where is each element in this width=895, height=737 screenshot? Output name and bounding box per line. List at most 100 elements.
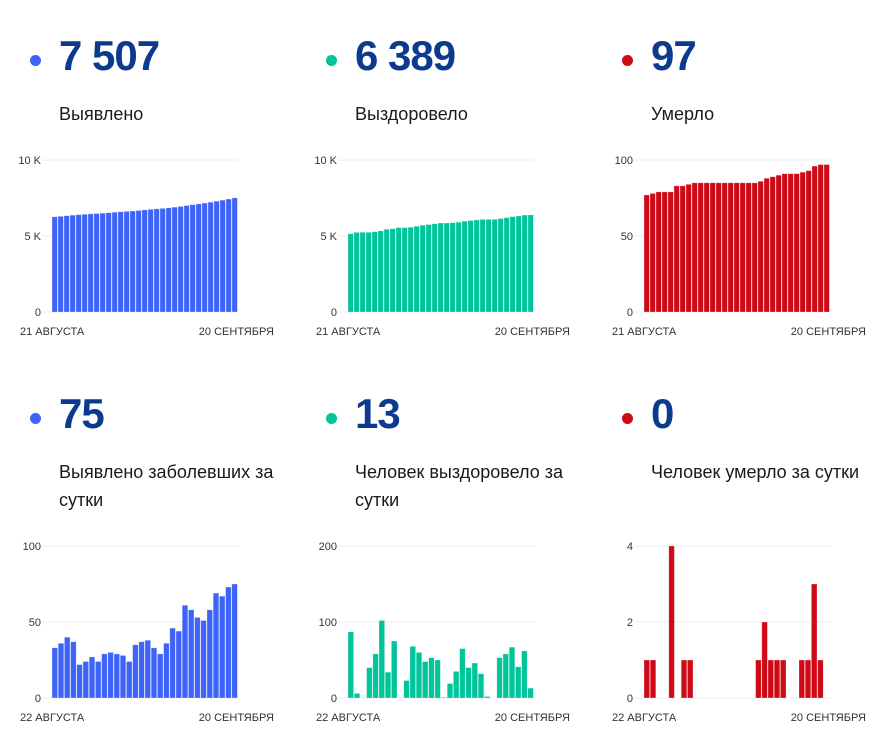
bar[interactable]	[479, 219, 486, 313]
bar[interactable]	[135, 210, 142, 313]
bar[interactable]	[643, 194, 650, 313]
bar[interactable]	[477, 673, 485, 699]
bar[interactable]	[817, 659, 824, 699]
bar[interactable]	[88, 656, 96, 699]
bar[interactable]	[213, 200, 220, 313]
bar[interactable]	[111, 211, 118, 313]
bar[interactable]	[144, 639, 151, 699]
bar[interactable]	[467, 220, 474, 313]
bar[interactable]	[113, 653, 120, 699]
bar[interactable]	[643, 659, 650, 699]
bar[interactable]	[147, 209, 154, 313]
bar[interactable]	[697, 182, 704, 313]
bar[interactable]	[673, 185, 680, 313]
bar[interactable]	[76, 664, 83, 699]
bar[interactable]	[371, 231, 378, 313]
bar[interactable]	[366, 667, 373, 699]
bar[interactable]	[823, 164, 830, 313]
bar[interactable]	[175, 630, 182, 699]
bar[interactable]	[751, 182, 758, 313]
bar[interactable]	[431, 223, 438, 313]
bar[interactable]	[799, 171, 806, 313]
bar[interactable]	[661, 191, 668, 313]
bar[interactable]	[57, 642, 65, 699]
bar[interactable]	[150, 647, 158, 699]
bar[interactable]	[93, 213, 100, 313]
bar[interactable]	[189, 204, 196, 313]
bar[interactable]	[787, 173, 794, 313]
bar[interactable]	[739, 182, 746, 313]
bar[interactable]	[372, 653, 379, 699]
bar[interactable]	[415, 652, 423, 699]
bar[interactable]	[775, 174, 782, 313]
bar[interactable]	[181, 604, 189, 699]
bar[interactable]	[773, 659, 781, 699]
bar[interactable]	[703, 182, 710, 313]
bar[interactable]	[521, 650, 528, 699]
bar[interactable]	[425, 224, 432, 313]
bar[interactable]	[440, 696, 447, 699]
bar[interactable]	[141, 209, 148, 313]
bar[interactable]	[805, 170, 812, 313]
bar[interactable]	[685, 184, 692, 313]
bar[interactable]	[443, 222, 450, 313]
bar[interactable]	[378, 620, 385, 699]
bar[interactable]	[655, 191, 662, 313]
bar[interactable]	[153, 208, 160, 313]
bar[interactable]	[459, 648, 466, 699]
bar[interactable]	[687, 659, 694, 699]
bar[interactable]	[649, 193, 656, 313]
bar[interactable]	[485, 219, 492, 313]
bar[interactable]	[384, 671, 392, 699]
bar[interactable]	[745, 182, 752, 313]
bar[interactable]	[755, 659, 762, 699]
bar[interactable]	[413, 225, 420, 313]
bar[interactable]	[691, 182, 698, 313]
bar[interactable]	[407, 226, 414, 313]
bar[interactable]	[484, 696, 491, 699]
bar[interactable]	[157, 653, 164, 699]
bar[interactable]	[419, 224, 426, 313]
bar[interactable]	[709, 182, 716, 313]
bar[interactable]	[63, 215, 70, 313]
bar[interactable]	[667, 191, 674, 313]
bar[interactable]	[105, 212, 112, 313]
bar[interactable]	[219, 595, 226, 699]
bar[interactable]	[733, 182, 740, 313]
bar[interactable]	[107, 652, 114, 699]
bar[interactable]	[165, 207, 172, 313]
bar[interactable]	[353, 232, 360, 313]
bar[interactable]	[434, 659, 441, 699]
bar[interactable]	[212, 592, 220, 699]
bar[interactable]	[649, 659, 657, 699]
bar[interactable]	[811, 583, 818, 699]
bar[interactable]	[126, 661, 133, 699]
bar[interactable]	[679, 185, 686, 313]
bar[interactable]	[668, 545, 675, 699]
bar[interactable]	[465, 667, 472, 699]
bar[interactable]	[87, 213, 94, 313]
bar[interactable]	[123, 211, 130, 313]
bar[interactable]	[446, 683, 454, 699]
bar[interactable]	[721, 182, 728, 313]
bar[interactable]	[231, 197, 238, 313]
bar[interactable]	[455, 221, 462, 313]
bar[interactable]	[391, 640, 398, 699]
bar[interactable]	[449, 222, 456, 313]
bar[interactable]	[95, 661, 102, 699]
bar[interactable]	[117, 211, 124, 313]
bar[interactable]	[521, 214, 528, 313]
bar[interactable]	[502, 653, 509, 699]
bar[interactable]	[798, 659, 805, 699]
bar[interactable]	[231, 583, 238, 699]
bar[interactable]	[680, 659, 688, 699]
bar[interactable]	[793, 173, 800, 313]
bar[interactable]	[473, 219, 480, 313]
bar[interactable]	[207, 201, 214, 313]
bar[interactable]	[817, 164, 824, 313]
bar[interactable]	[804, 659, 812, 699]
bar[interactable]	[101, 653, 108, 699]
bar[interactable]	[401, 227, 408, 313]
bar[interactable]	[383, 228, 390, 313]
bar[interactable]	[51, 647, 58, 699]
